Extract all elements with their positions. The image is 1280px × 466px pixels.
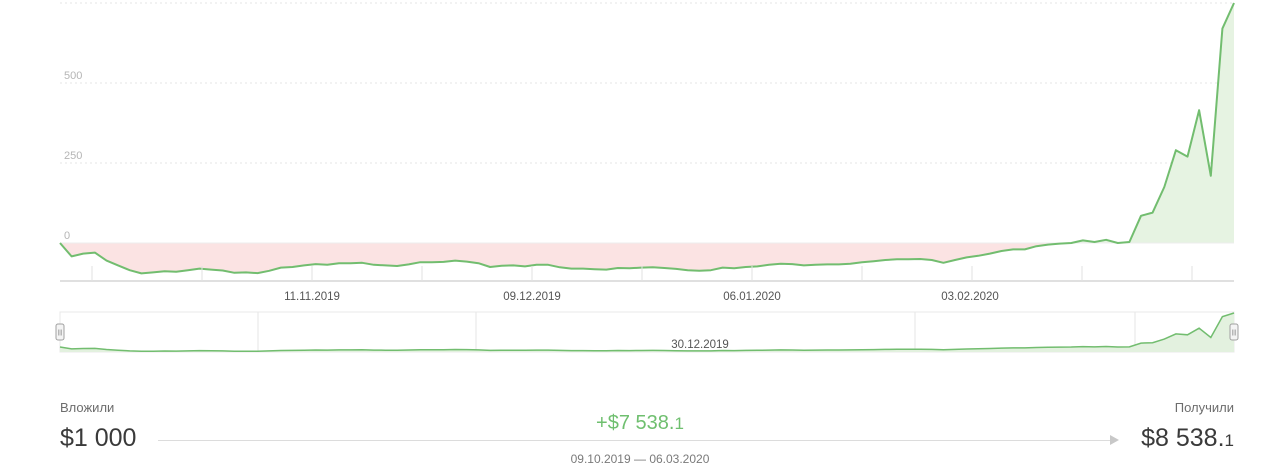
y-tick-label: 0: [64, 230, 70, 242]
navigator-frame: [59, 311, 1235, 353]
profit-decimal: 1: [674, 414, 684, 433]
x-axis: 11.11.2019 09.12.2019 06.01.2020 03.02.2020: [60, 266, 1234, 303]
navigator-left-handle[interactable]: [55, 323, 65, 341]
received-label: Получили: [1174, 400, 1234, 415]
period-label: 09.10.2019 — 06.03.2020: [570, 452, 710, 466]
received-decimal: 1: [1224, 431, 1234, 450]
received-value: $8 538.1: [1141, 424, 1234, 453]
y-tick-label: 500: [64, 70, 82, 82]
handle-grip-icon: II: [58, 329, 62, 338]
arrow-right-icon: [1110, 435, 1119, 445]
arrow-line: [158, 440, 1116, 441]
series-line: [59, 2, 1235, 275]
positive-area: [60, 3, 1234, 243]
x-tick-label: 06.01.2020: [723, 291, 781, 303]
range-navigator[interactable]: 30.12.2019 II II: [55, 311, 1239, 353]
main-chart: 0 250 500 750: [59, 0, 1235, 275]
navigator-center-label: 30.12.2019: [671, 339, 729, 351]
navigator-area: [60, 313, 1234, 352]
handle-grip-icon: II: [1232, 329, 1236, 338]
navigator-right-handle[interactable]: [1229, 323, 1239, 341]
profit-main: +$7 538.: [596, 412, 675, 434]
invested-label: Вложили: [60, 400, 115, 415]
y-tick-label: 750: [64, 0, 82, 2]
invested-value: $1 000: [60, 424, 137, 452]
profit-value: +$7 538.1: [540, 412, 740, 435]
x-tick-label: 11.11.2019: [284, 291, 340, 303]
y-tick-label: 250: [64, 150, 82, 162]
negative-area: [60, 243, 1234, 274]
navigator-line: [59, 312, 1235, 353]
received-main: $8 538.: [1141, 424, 1225, 452]
x-tick-label: 09.12.2019: [503, 291, 561, 303]
x-tick-label: 03.02.2020: [941, 291, 999, 303]
